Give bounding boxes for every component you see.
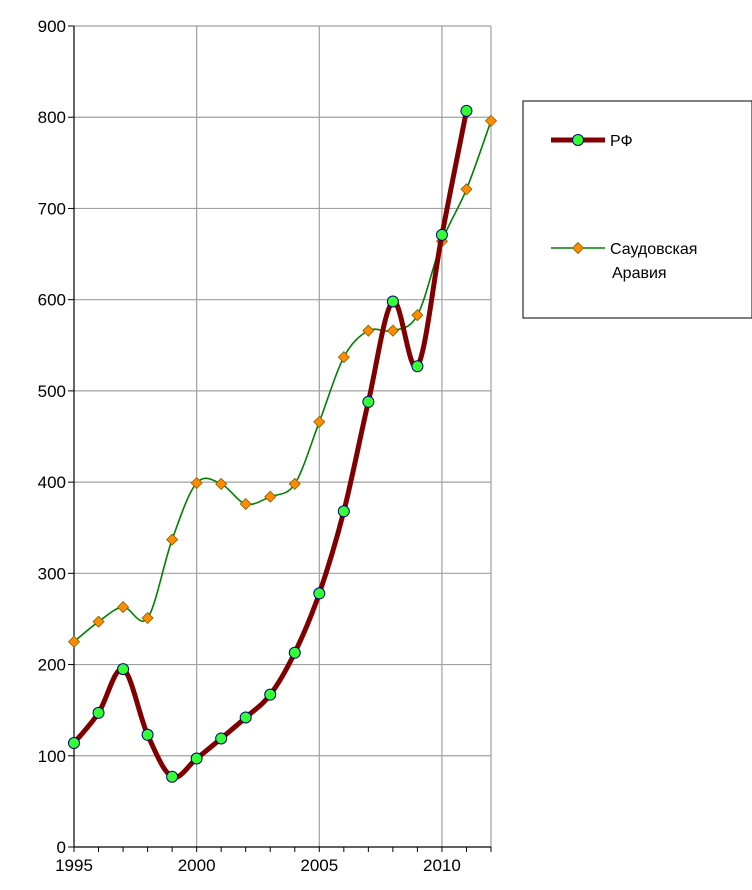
point-1-13 (386, 324, 399, 337)
y-tick-label-8: 800 (38, 108, 66, 127)
point-0-13 (386, 295, 399, 308)
point-0-8 (264, 688, 277, 701)
point-0-0 (68, 737, 80, 750)
point-0-2 (117, 663, 130, 676)
series-1 (67, 114, 498, 648)
x-tick-label-1: 2000 (178, 856, 216, 875)
y-tick-labels: 0 100 200 300 400 500 600 700 800 900 (38, 17, 66, 857)
point-0-14 (411, 360, 424, 373)
point-1-12 (362, 324, 375, 337)
point-1-0 (67, 635, 81, 648)
point-0-5 (190, 752, 203, 765)
legend-label-line-1-1: Аравия (612, 265, 667, 282)
point-1-4 (166, 533, 179, 546)
y-tick-label-9: 900 (38, 17, 66, 36)
y-tick-label-2: 200 (38, 656, 66, 675)
y-tick-label-0: 0 (57, 838, 66, 857)
point-0-15 (435, 228, 448, 241)
legend-label-1: Саудовская Аравия (610, 241, 697, 282)
point-1-2 (116, 601, 130, 614)
point-0-7 (239, 711, 252, 724)
point-1-7 (239, 497, 252, 511)
legend-label-line-1-0: Саудовская (610, 241, 697, 258)
point-1-17 (484, 114, 498, 127)
point-1-16 (460, 183, 473, 196)
point-0-9 (288, 646, 301, 659)
point-1-5 (190, 476, 203, 490)
grid-lines (74, 25, 492, 847)
point-1-14 (411, 309, 424, 322)
legend-box (522, 100, 752, 319)
y-tick-label-4: 400 (38, 473, 66, 492)
point-0-3 (141, 728, 154, 741)
y-tick-label-6: 600 (38, 291, 66, 310)
point-0-16 (460, 104, 473, 117)
axes (68, 25, 492, 852)
x-tick-labels: 1995 2000 2005 2010 (55, 856, 461, 875)
point-1-11 (337, 351, 350, 364)
point-0-11 (337, 505, 350, 518)
y-tick-label-5: 500 (38, 382, 66, 401)
series-line-1 (73, 120, 492, 643)
y-tick-label-1: 100 (38, 747, 66, 766)
point-1-10 (313, 415, 326, 428)
series-0 (68, 104, 473, 783)
y-tick-label-3: 300 (38, 564, 66, 583)
point-1-1 (92, 615, 105, 628)
series-group (67, 104, 498, 783)
legend-label-0: РФ (610, 133, 633, 150)
x-tick-label-3: 2010 (423, 856, 461, 875)
y-tick-label-7: 700 (38, 199, 66, 218)
x-tick-label-2: 2005 (300, 856, 338, 875)
legend: РФ Саудовская Аравия (522, 100, 752, 319)
point-1-3 (141, 611, 154, 625)
point-0-1 (92, 706, 105, 719)
legend-marker-0 (572, 134, 584, 146)
point-0-10 (313, 587, 326, 600)
point-0-12 (362, 395, 375, 408)
point-1-6 (215, 477, 228, 491)
point-1-9 (288, 477, 301, 491)
series-line-0 (71, 108, 469, 780)
point-0-6 (215, 732, 228, 745)
x-tick-label-0: 1995 (55, 856, 93, 875)
point-0-4 (166, 770, 179, 783)
legend-marker-1 (571, 241, 585, 255)
point-1-8 (264, 490, 277, 503)
